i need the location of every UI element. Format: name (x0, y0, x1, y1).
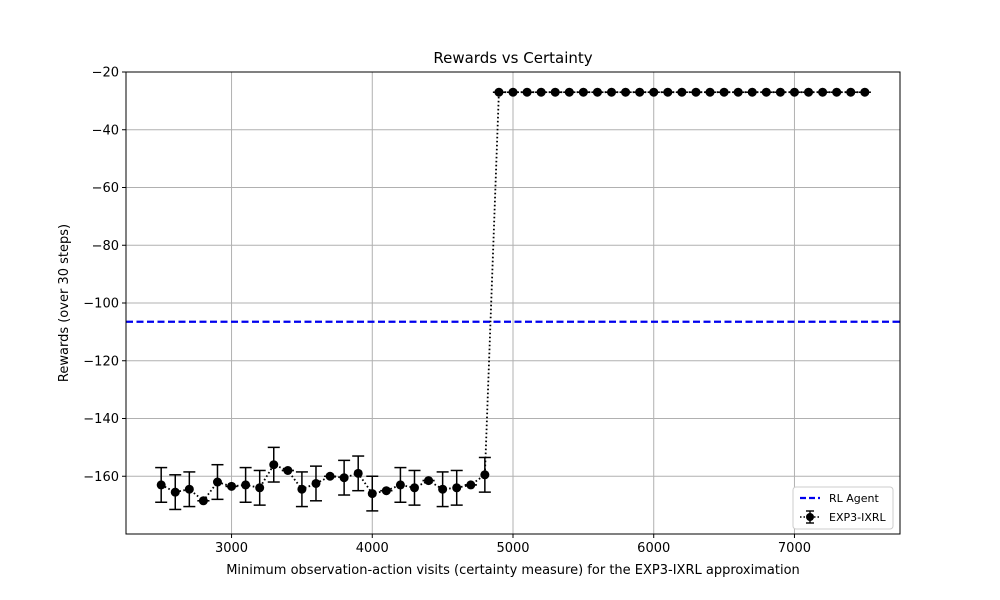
x-tick-label: 3000 (215, 541, 248, 556)
data-point (564, 87, 574, 97)
data-point (663, 87, 673, 97)
data-point (691, 87, 701, 97)
axis-layer: 3000 4000 5000 6000 7000 −20 −40 −60 −80 −100 −120… (83, 66, 811, 557)
y-tick-label: −80 (92, 239, 119, 254)
legend-label-exp3-ixrl: EXP3-IXRL (829, 511, 887, 524)
data-point (480, 470, 490, 480)
data-point (381, 486, 391, 496)
y-tick-label: −160 (83, 470, 119, 485)
legend-label-rl-agent: RL Agent (829, 492, 880, 505)
data-point (297, 484, 307, 494)
data-point (578, 87, 588, 97)
data-point (283, 465, 293, 475)
data-point (832, 87, 842, 97)
data-point (705, 87, 715, 97)
legend: RL Agent EXP3-IXRL (792, 486, 894, 530)
data-point (212, 477, 222, 487)
data-point (522, 87, 532, 97)
legend-swatch-marker (806, 513, 814, 521)
data-layer (126, 87, 900, 512)
data-point (325, 471, 335, 481)
data-point (649, 87, 659, 97)
y-tick-label: −20 (92, 66, 119, 81)
legend-entry-rl-agent: RL Agent (800, 492, 880, 505)
data-point (311, 478, 321, 488)
y-tick-label: −140 (83, 412, 119, 427)
data-point (198, 496, 208, 506)
data-point (424, 476, 434, 486)
chart-title: Rewards vs Certainty (433, 49, 592, 67)
data-point (353, 468, 363, 478)
x-tick-label: 4000 (356, 541, 389, 556)
y-tick-label: −60 (92, 181, 119, 196)
y-tick-label: −120 (83, 354, 119, 369)
data-point (719, 87, 729, 97)
y-tick-label: −100 (83, 297, 119, 312)
x-axis-label: Minimum observation-action visits (certa… (226, 563, 800, 578)
data-point (747, 87, 757, 97)
data-point (733, 87, 743, 97)
data-point (592, 87, 602, 97)
data-point (536, 87, 546, 97)
data-point (761, 87, 771, 97)
data-point (184, 484, 194, 494)
data-point (775, 87, 785, 97)
data-point (339, 473, 349, 483)
data-point (789, 87, 799, 97)
data-point (241, 480, 251, 490)
x-tick-label: 5000 (496, 541, 529, 556)
data-point (227, 481, 237, 491)
data-point (818, 87, 828, 97)
data-point (156, 480, 166, 490)
data-point (550, 87, 560, 97)
legend-entry-exp3-ixrl: EXP3-IXRL (800, 510, 887, 524)
data-point (804, 87, 814, 97)
x-tick-label: 6000 (637, 541, 670, 556)
data-point (438, 484, 448, 494)
data-point (255, 483, 265, 493)
grid-layer (126, 71, 900, 534)
data-point (466, 480, 476, 490)
data-point (452, 483, 462, 493)
data-point (170, 487, 180, 497)
data-point (409, 483, 419, 493)
y-axis-label: Rewards (over 30 steps) (57, 224, 72, 382)
y-tick-label: −40 (92, 123, 119, 138)
data-point (677, 87, 687, 97)
data-point (635, 87, 645, 97)
data-point (607, 87, 617, 97)
x-tick-label: 7000 (778, 541, 811, 556)
data-point (860, 87, 870, 97)
data-point (395, 480, 405, 490)
data-point (494, 87, 504, 97)
data-point (367, 489, 377, 499)
legend-swatch-exp3-ixrl (800, 510, 820, 524)
data-point (269, 460, 279, 470)
data-point (621, 87, 631, 97)
data-point (508, 87, 518, 97)
data-point (846, 87, 856, 97)
